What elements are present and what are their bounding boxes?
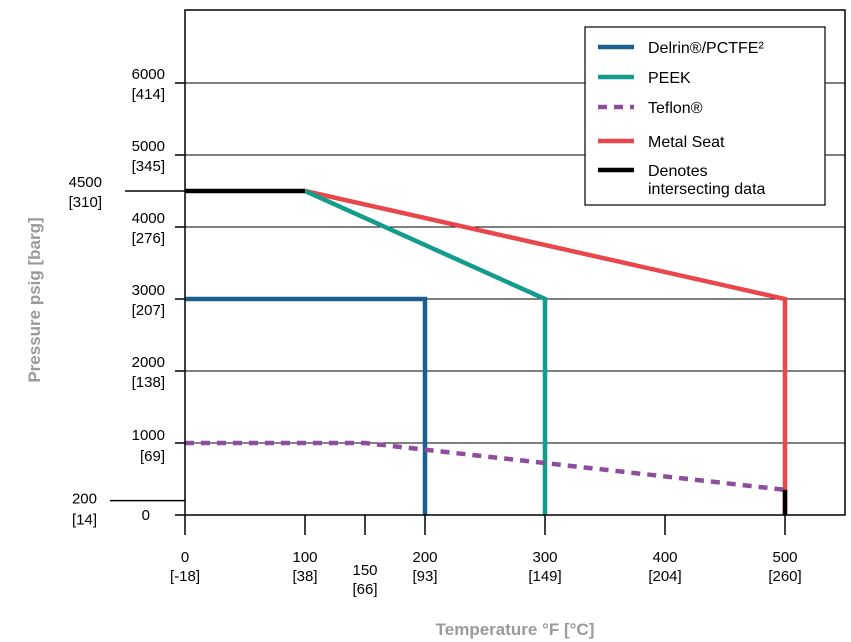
- legend-label: Denotes intersecting data: [648, 163, 766, 198]
- series-line: [304, 188, 788, 515]
- legend-label: Delrin®/PCTFE²: [648, 40, 764, 57]
- x-tick-sublabel: [66]: [352, 581, 377, 598]
- x-tick-label: 400: [652, 549, 677, 566]
- legend-label: Teflon®: [648, 100, 703, 117]
- y-tick-label: 6000: [132, 66, 165, 83]
- x-tick-sublabel: [-18]: [170, 568, 200, 585]
- y-tick-sublabel: [69]: [140, 448, 165, 465]
- y-tick-sublabel: [310]: [69, 194, 102, 211]
- x-tick-sublabel: [260]: [768, 568, 801, 585]
- x-tick-label: 200: [412, 549, 437, 566]
- y-tick-label: 5000: [132, 138, 165, 155]
- x-tick-label: 500: [772, 549, 797, 566]
- y-tick-sublabel: [345]: [132, 158, 165, 175]
- y-tick-sublabel: [14]: [72, 512, 97, 529]
- x-tick-label: 100: [292, 549, 317, 566]
- x-axis-ticks: 0 [-18] 100 [38] 150 [66] 200 [93] 300 [149] 400 [2…: [170, 515, 802, 598]
- y-tick-label: 2000: [132, 354, 165, 371]
- y-tick-label: 3000: [132, 282, 165, 299]
- y-tick-sublabel: [207]: [132, 302, 165, 319]
- y-tick-label: 0: [142, 507, 150, 524]
- y-tick-label: 1000: [132, 427, 165, 444]
- y-axis-ticks: 0 200 [14] 1000 [69] 2000 [138] 3000 [207] 4000 [2…: [69, 66, 185, 529]
- series-line: [185, 440, 786, 493]
- legend-label: Metal Seat: [648, 134, 725, 151]
- x-tick-sublabel: [38]: [292, 568, 317, 585]
- y-tick-sublabel: [414]: [132, 86, 165, 103]
- x-tick-sublabel: [204]: [648, 568, 681, 585]
- series-lines: [185, 188, 788, 515]
- series-line: [185, 296, 428, 515]
- y-tick-label: 200: [72, 491, 97, 508]
- y-tick-label: 4000: [132, 210, 165, 227]
- legend: Delrin®/PCTFE² PEEK Teflon® Metal Seat Denot…: [584, 26, 826, 206]
- x-tick-label: 0: [181, 549, 189, 566]
- x-tick-label: 150: [352, 562, 377, 579]
- plot-frame: [184, 9, 846, 516]
- x-axis-title: Temperature °F [°C]: [436, 620, 595, 639]
- series-line: [304, 188, 548, 515]
- y-tick-sublabel: [138]: [132, 374, 165, 391]
- x-tick-label: 300: [532, 549, 557, 566]
- x-tick-sublabel: [149]: [528, 568, 561, 585]
- y-axis-title: Pressure psig [barg]: [25, 217, 44, 382]
- legend-label: PEEK: [648, 70, 691, 87]
- legend-box: [584, 26, 826, 206]
- y-tick-sublabel: [276]: [132, 230, 165, 247]
- y-tick-label: 4500: [69, 174, 102, 191]
- x-tick-sublabel: [93]: [412, 568, 437, 585]
